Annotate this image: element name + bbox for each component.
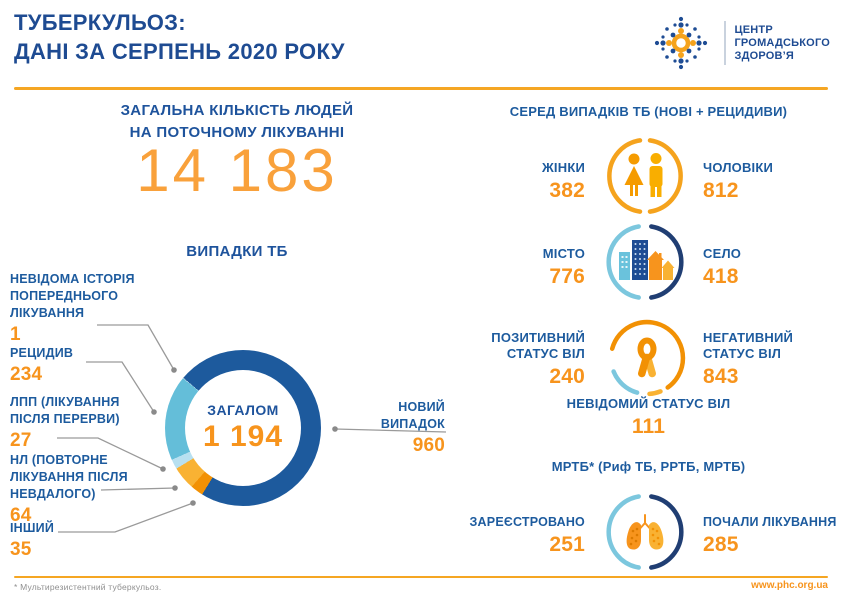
mdr-title: МРТБ* (Риф ТБ, РРТБ, МРТБ) bbox=[551, 459, 746, 474]
callout-other-value: 35 bbox=[10, 539, 32, 560]
footnote: * Мультирезистентний туберкульоз. bbox=[14, 582, 162, 592]
current-treatment-title: ЗАГАЛЬНА КІЛЬКІСТЬ ЛЮДЕЙ НА ПОТОЧНОМУ ЛІ… bbox=[120, 102, 354, 141]
stat-hiv-negative-value: 843 bbox=[703, 365, 739, 388]
current-treatment-value: 14 183 bbox=[136, 137, 338, 204]
donut-center-value: 1 194 bbox=[202, 420, 284, 453]
donut-center: ЗАГАЛОМ 1 194 bbox=[185, 370, 301, 486]
stat-hiv-unknown-value: 111 bbox=[631, 415, 666, 438]
stat-city: МІСТО 776 bbox=[460, 246, 585, 289]
logo-separator bbox=[724, 21, 727, 65]
stat-mdr-started-treatment: ПОЧАЛИ ЛІКУВАННЯ 285 bbox=[703, 514, 842, 557]
footer-divider bbox=[14, 576, 828, 578]
stat-hiv-positive-value: 240 bbox=[549, 365, 585, 388]
stat-hiv-negative: НЕГАТИВНИЙ СТАТУС ВІЛ 843 bbox=[703, 330, 838, 389]
stat-women: ЖІНКИ 382 bbox=[460, 160, 585, 203]
callout-relapse-value: 234 bbox=[10, 364, 43, 385]
tb-cases-title: ВИПАДКИ ТБ bbox=[186, 243, 288, 260]
stat-hiv-unknown: НЕВІДОМИЙ СТАТУС ВІЛ 111 bbox=[455, 396, 842, 439]
page-title-line2: ДАНІ ЗА СЕРПЕНЬ 2020 РОКУ bbox=[14, 39, 345, 64]
callout-other: ІНШИЙ 35 bbox=[10, 520, 155, 561]
callout-unknown-history: НЕВІДОМА ІСТОРІЯ ПОПЕРЕДНЬОГО ЛІКУВАННЯ … bbox=[10, 271, 155, 346]
callout-unknown-history-value: 1 bbox=[10, 324, 21, 345]
phc-logo-icon bbox=[655, 16, 708, 70]
donut-center-label: ЗАГАЛОМ bbox=[207, 402, 279, 418]
gender-icon bbox=[607, 138, 683, 214]
phc-logo: ЦЕНТР ГРОМАДСЬКОГО ЗДОРОВ’Я bbox=[646, 8, 830, 78]
stat-mdr-registered: ЗАРЕЄСТРОВАНО 251 bbox=[430, 514, 585, 557]
header-divider bbox=[14, 87, 828, 90]
callout-nl: НЛ (ПОВТОРНЕ ЛІКУВАННЯ ПІСЛЯ НЕВДАЛОГО) … bbox=[10, 452, 160, 527]
stat-mdr-registered-value: 251 bbox=[549, 533, 585, 556]
lungs-icon bbox=[606, 494, 684, 570]
logo-org-name: ЦЕНТР ГРОМАДСЬКОГО ЗДОРОВ’Я bbox=[734, 23, 830, 62]
stat-village-value: 418 bbox=[703, 265, 739, 288]
stat-city-value: 776 bbox=[549, 265, 585, 288]
page-title-line1: ТУБЕРКУЛЬОЗ: bbox=[14, 10, 186, 35]
city-icon bbox=[606, 224, 684, 300]
hiv-ribbon-icon bbox=[609, 319, 686, 397]
stat-village: СЕЛО 418 bbox=[703, 246, 838, 289]
callout-lpp: ЛПП (ЛІКУВАННЯ ПІСЛЯ ПЕРЕРВИ) 27 bbox=[10, 394, 145, 452]
website-link[interactable]: www.phc.org.ua bbox=[751, 580, 828, 591]
callout-lpp-value: 27 bbox=[10, 430, 32, 451]
stat-hiv-positive: ПОЗИТИВНИЙ СТАТУС ВІЛ 240 bbox=[460, 330, 585, 389]
among-cases-title: СЕРЕД ВИПАДКІВ ТБ (НОВІ + РЕЦИДИВИ) bbox=[509, 104, 788, 119]
callout-nl-value: 64 bbox=[10, 505, 32, 526]
stat-men: ЧОЛОВІКИ 812 bbox=[703, 160, 838, 203]
stat-women-value: 382 bbox=[549, 179, 585, 202]
stat-mdr-started-treatment-value: 285 bbox=[703, 533, 739, 556]
stat-men-value: 812 bbox=[703, 179, 739, 202]
page-title: ТУБЕРКУЛЬОЗ: ДАНІ ЗА СЕРПЕНЬ 2020 РОКУ bbox=[14, 8, 345, 66]
callout-new-case-value: 960 bbox=[412, 435, 445, 456]
callout-relapse: РЕЦИДИВ 234 bbox=[10, 345, 155, 386]
tb-cases-donut-chart: ЗАГАЛОМ 1 194 bbox=[165, 350, 321, 506]
callout-new-case: НОВИЙ ВИПАДОК 960 bbox=[355, 399, 445, 457]
